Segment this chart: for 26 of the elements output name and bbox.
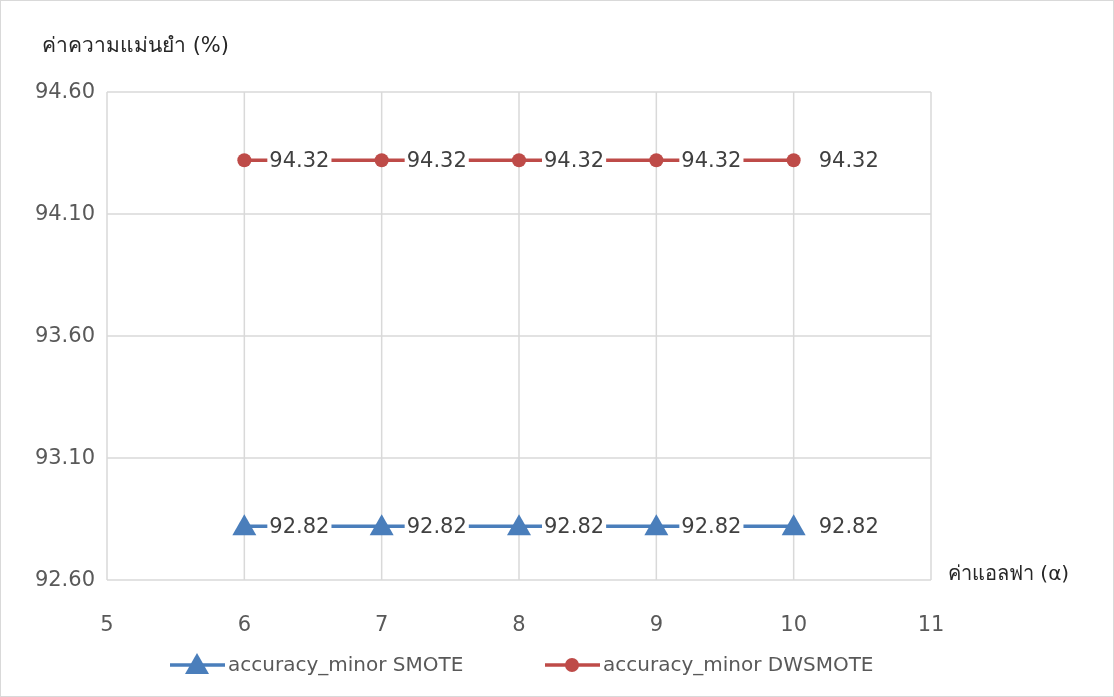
x-tick-label: 7 bbox=[374, 612, 389, 636]
x-tick-label: 9 bbox=[649, 612, 664, 636]
legend-label: accuracy_minor DWSMOTE bbox=[603, 651, 874, 676]
x-tick-label: 5 bbox=[100, 612, 114, 636]
y-tick-label: 92.60 bbox=[34, 567, 95, 591]
data-label: 92.82 bbox=[818, 514, 879, 539]
y-tick-label: 93.10 bbox=[34, 445, 95, 469]
data-label: 94.32 bbox=[818, 148, 879, 173]
x-tick-label: 8 bbox=[512, 612, 526, 636]
data-label: 94.32 bbox=[269, 148, 330, 173]
y-tick-label: 94.10 bbox=[34, 201, 95, 225]
y-axis-title: ค่าความแม่นยำ (%) bbox=[42, 33, 230, 57]
y-tick-label: 93.60 bbox=[34, 323, 95, 347]
data-label: 92.82 bbox=[544, 514, 605, 539]
data-label: 92.82 bbox=[681, 514, 742, 539]
x-tick-label: 11 bbox=[917, 612, 945, 636]
data-label: 94.32 bbox=[406, 148, 467, 173]
data-label: 92.82 bbox=[269, 514, 330, 539]
data-label: 92.82 bbox=[406, 514, 467, 539]
legend-label: accuracy_minor SMOTE bbox=[228, 651, 464, 676]
data-label: 94.32 bbox=[544, 148, 605, 173]
x-tick-label: 6 bbox=[237, 612, 252, 636]
y-tick-label: 94.60 bbox=[34, 79, 95, 103]
x-axis-title: ค่าแอลฟา (α) bbox=[948, 560, 1070, 585]
data-label: 94.32 bbox=[681, 148, 742, 173]
x-tick-label: 10 bbox=[780, 612, 808, 636]
